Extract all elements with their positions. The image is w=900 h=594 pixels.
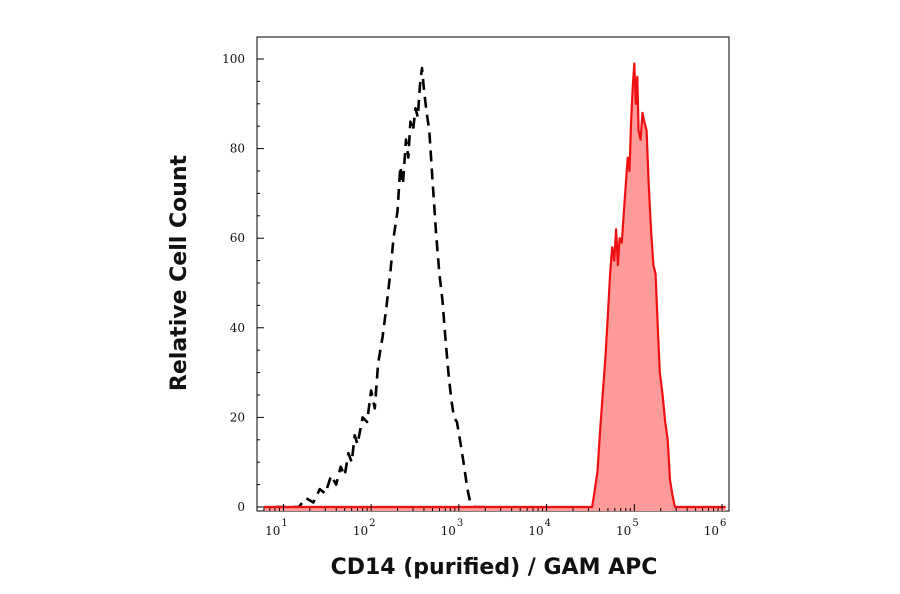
y-tick-label: 20 (230, 410, 245, 424)
x-tick-exponent: 2 (369, 518, 375, 529)
y-axis: 0 20 40 60 80 100 (222, 52, 264, 514)
series-0-line (274, 66, 486, 509)
y-tick-label: 60 (230, 231, 245, 245)
y-axis-title: Relative Cell Count (167, 154, 192, 391)
x-tick-exponent: 3 (457, 518, 463, 529)
x-tick-label: 10 (528, 524, 543, 538)
x-tick-label: 10 (441, 524, 456, 538)
x-axis-title: CD14 (purified) / GAM APC (331, 555, 658, 580)
series-1-fill (263, 63, 726, 511)
x-tick-exponent: 1 (281, 518, 287, 529)
x-tick-label: 10 (265, 524, 280, 538)
series-1-line (263, 62, 726, 509)
x-tick-exponent: 4 (545, 518, 551, 529)
x-tick-label: 10 (704, 524, 719, 538)
y-tick-label: 0 (237, 500, 245, 514)
x-tick-label: 10 (353, 524, 368, 538)
x-tick-label: 10 (616, 524, 631, 538)
y-tick-label: 40 (230, 321, 245, 335)
x-tick-exponent: 5 (632, 518, 638, 529)
series-layer (263, 62, 726, 511)
x-tick-exponent: 6 (720, 518, 726, 529)
y-tick-label: 100 (222, 52, 245, 66)
y-tick-label: 80 (230, 142, 245, 156)
